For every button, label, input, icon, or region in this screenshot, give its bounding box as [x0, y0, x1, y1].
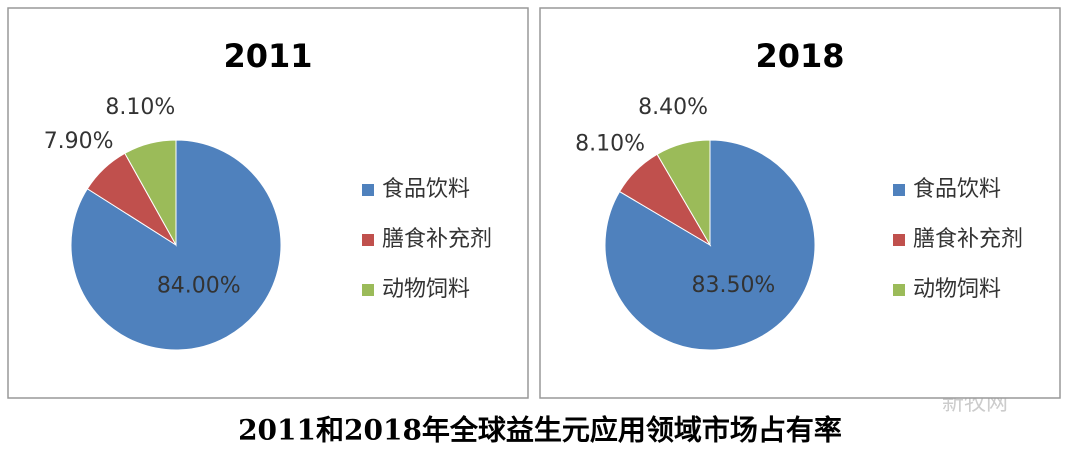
pie-slice: [124, 139, 177, 247]
data-label: 8.10%: [105, 95, 175, 120]
chart-title: 2018: [755, 37, 844, 75]
legend-swatch: [893, 184, 905, 196]
pie-slice: [656, 139, 711, 247]
legend-swatch: [893, 234, 905, 246]
pie-slice: [70, 139, 282, 351]
legend-label: 食品饮料: [382, 177, 470, 202]
legend-label: 动物饲料: [913, 277, 1001, 302]
chart-title: 2011: [223, 37, 312, 75]
data-label: 84.00%: [157, 273, 241, 298]
legend-label: 动物饲料: [382, 277, 470, 302]
data-label: 7.90%: [44, 129, 114, 154]
caption: 2011和2018年全球益生元应用领域市场占有率: [238, 414, 842, 447]
legend-swatch: [362, 284, 374, 296]
legend-label: 膳食补充剂: [382, 227, 492, 252]
data-label: 83.50%: [691, 273, 775, 298]
data-label: 8.40%: [638, 95, 708, 120]
legend-swatch: [362, 234, 374, 246]
legend-label: 膳食补充剂: [913, 227, 1023, 252]
legend-swatch: [362, 184, 374, 196]
data-label: 8.10%: [575, 131, 645, 156]
legend-swatch: [893, 284, 905, 296]
legend-label: 食品饮料: [913, 177, 1001, 202]
